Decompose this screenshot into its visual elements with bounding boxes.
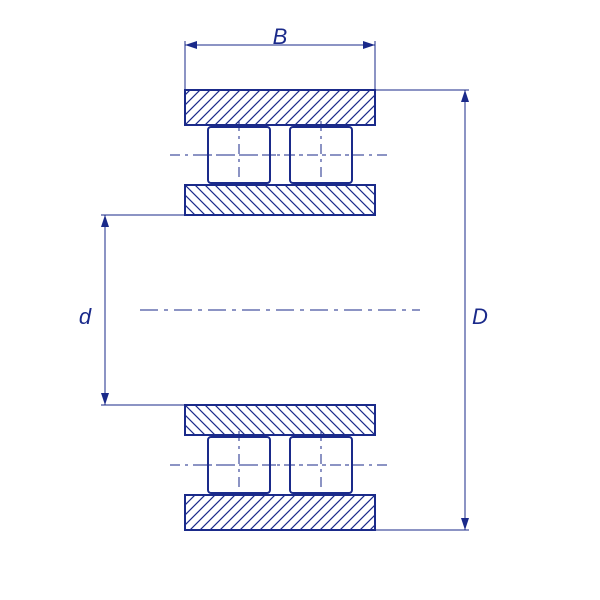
bearing-cross-section-diagram: Bd D [0, 0, 600, 600]
svg-text:B: B [273, 24, 288, 49]
svg-text:d: d [79, 304, 92, 329]
svg-text:D: D [472, 304, 488, 329]
